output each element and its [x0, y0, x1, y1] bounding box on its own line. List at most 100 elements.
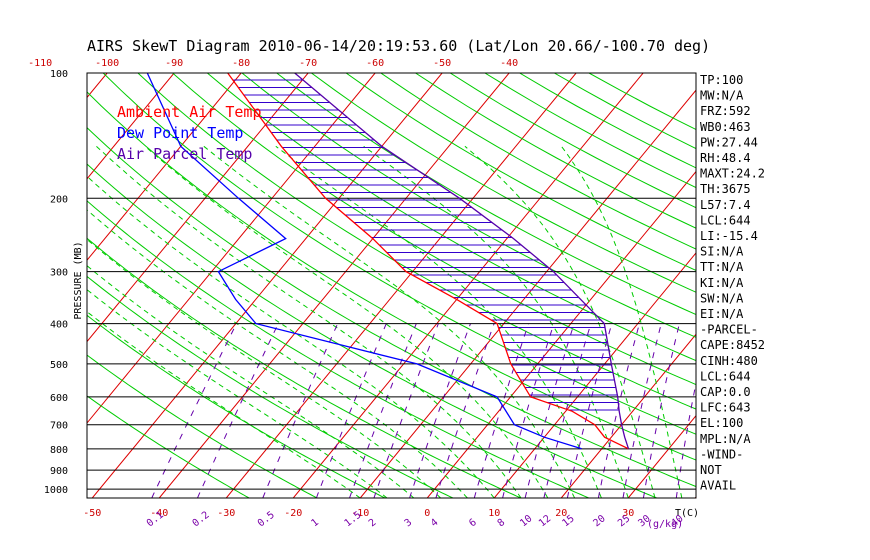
dry-adiabat [345, 73, 696, 271]
pressure-tick-label: 500 [50, 360, 68, 371]
mixing-ratio-line [675, 380, 696, 498]
index-entry: MPL:N/A [700, 432, 751, 446]
isotherm-line [225, 73, 577, 498]
index-entry: LI:-15.4 [700, 229, 758, 243]
isotherm-line [292, 73, 644, 498]
index-entry: -PARCEL- [700, 323, 758, 337]
isotherm-line [560, 333, 696, 498]
index-entry: FRZ:592 [700, 104, 751, 118]
bottom-temp-tick-label: 10 [488, 508, 500, 519]
pressure-tick-label: 700 [50, 421, 68, 432]
pressure-tick-label: 800 [50, 445, 68, 456]
parcel-temp-line [294, 73, 630, 450]
top-temp-tick-label: -50 [433, 58, 451, 69]
mixing-ratio-line [642, 323, 680, 498]
index-entry: KI:N/A [700, 276, 744, 290]
index-entry: NOT [700, 463, 722, 477]
isotherm-line [91, 73, 443, 498]
index-entry: LCL:644 [700, 369, 751, 383]
pressure-tick-label: 600 [50, 393, 68, 404]
mixing-ratio-line [315, 323, 387, 498]
mixing-ratio-line [597, 323, 640, 498]
mixing-ratio-label: 4 [429, 517, 441, 529]
top-temp-tick-label: -110 [28, 58, 52, 69]
isotherm-line [426, 170, 696, 498]
dry-adiabat [87, 275, 454, 498]
bottom-temp-tick-label: 0 [424, 508, 430, 519]
isotherm-line [762, 73, 870, 498]
pressure-tick-label: 200 [50, 194, 68, 205]
bottom-temp-tick-label: -10 [351, 508, 369, 519]
mixing-ratio-label: 12 [537, 513, 553, 529]
dry-adiabat [449, 73, 696, 209]
index-entry: TH:3675 [700, 182, 751, 196]
index-entry: TT:N/A [700, 260, 744, 274]
bottom-temp-tick-label: 30 [622, 508, 634, 519]
index-entry: L57:7.4 [700, 198, 751, 212]
index-entry: MW:N/A [700, 89, 744, 103]
dewpoint-temp-line [146, 73, 582, 450]
isotherm-line [87, 73, 376, 424]
mixing-ratio-unit: (g/kg) [647, 519, 683, 530]
index-entry: CAP:0.0 [700, 385, 751, 399]
isotherm-line [87, 73, 309, 343]
index-entry: RH:48.4 [700, 151, 751, 165]
mixing-ratio-label: 10 [518, 513, 534, 529]
dry-adiabat [275, 73, 696, 316]
mixing-ratio-label: 6 [467, 517, 479, 529]
mixing-ratio-label: 0.5 [256, 510, 277, 530]
index-entry: MAXT:24.2 [700, 167, 765, 181]
index-entry: PW:27.44 [700, 135, 758, 149]
mixing-ratio-line [151, 323, 237, 498]
mixing-ratio-line [197, 323, 279, 498]
bottom-temp-tick-label: -20 [284, 508, 302, 519]
ambient-temp-line [227, 73, 629, 450]
mixing-ratio-label: 8 [496, 517, 508, 529]
dry-adiabat [206, 73, 696, 362]
dry-adiabat [310, 73, 696, 293]
chart-title: AIRS SkewT Diagram 2010-06-14/20:19:53.6… [87, 37, 710, 55]
pressure-tick-label: 1000 [44, 485, 68, 496]
top-temp-tick-label: -60 [366, 58, 384, 69]
mixing-ratio-label: 2 [367, 517, 379, 529]
legend: Ambient Air Temp Dew Point Temp Air Parc… [117, 103, 262, 163]
index-entry: AVAIL [700, 479, 736, 493]
moist-adiabat [203, 145, 576, 498]
index-entry: SI:N/A [700, 245, 744, 259]
mixing-ratio-line [566, 323, 613, 498]
top-temp-tick-label: -70 [299, 58, 317, 69]
index-entry: CAPE:8452 [700, 338, 765, 352]
moist-adiabat [87, 209, 468, 498]
isotherm-line [87, 73, 175, 180]
pressure-tick-label: 300 [50, 268, 68, 279]
pressure-tick-label: 100 [50, 69, 68, 80]
pressure-tick-label: 400 [50, 320, 68, 331]
top-temp-tick-label: -80 [232, 58, 250, 69]
dry-adiabat [171, 73, 696, 386]
top-temp-tick-label: -40 [500, 58, 518, 69]
pressure-tick-label: 900 [50, 466, 68, 477]
bottom-temp-tick-label: -40 [150, 508, 168, 519]
top-temp-tick-label: -100 [95, 58, 119, 69]
isotherm-line [87, 73, 242, 261]
index-entry: SW:N/A [700, 291, 744, 305]
isotherm-line [627, 414, 696, 498]
index-entry: LFC:643 [700, 401, 751, 415]
moist-adiabat [87, 175, 495, 498]
isotherm-line [0, 73, 40, 498]
index-entry: -WIND- [700, 447, 743, 461]
bottom-temp-tick-label: -50 [83, 508, 101, 519]
mixing-ratio-line [622, 323, 662, 498]
bottom-temp-tick-label: -30 [217, 508, 235, 519]
dry-adiabat [241, 73, 696, 338]
mixing-ratio-line [502, 323, 555, 498]
index-entry: TP:100 [700, 73, 743, 87]
temp-unit-label: T(C) [675, 508, 699, 519]
isotherm-line [829, 73, 870, 498]
isotherm-line [493, 252, 696, 498]
legend-parcel: Air Parcel Temp [117, 145, 252, 163]
mixing-ratio-label: 3 [403, 517, 415, 529]
dry-adiabat [87, 200, 589, 498]
